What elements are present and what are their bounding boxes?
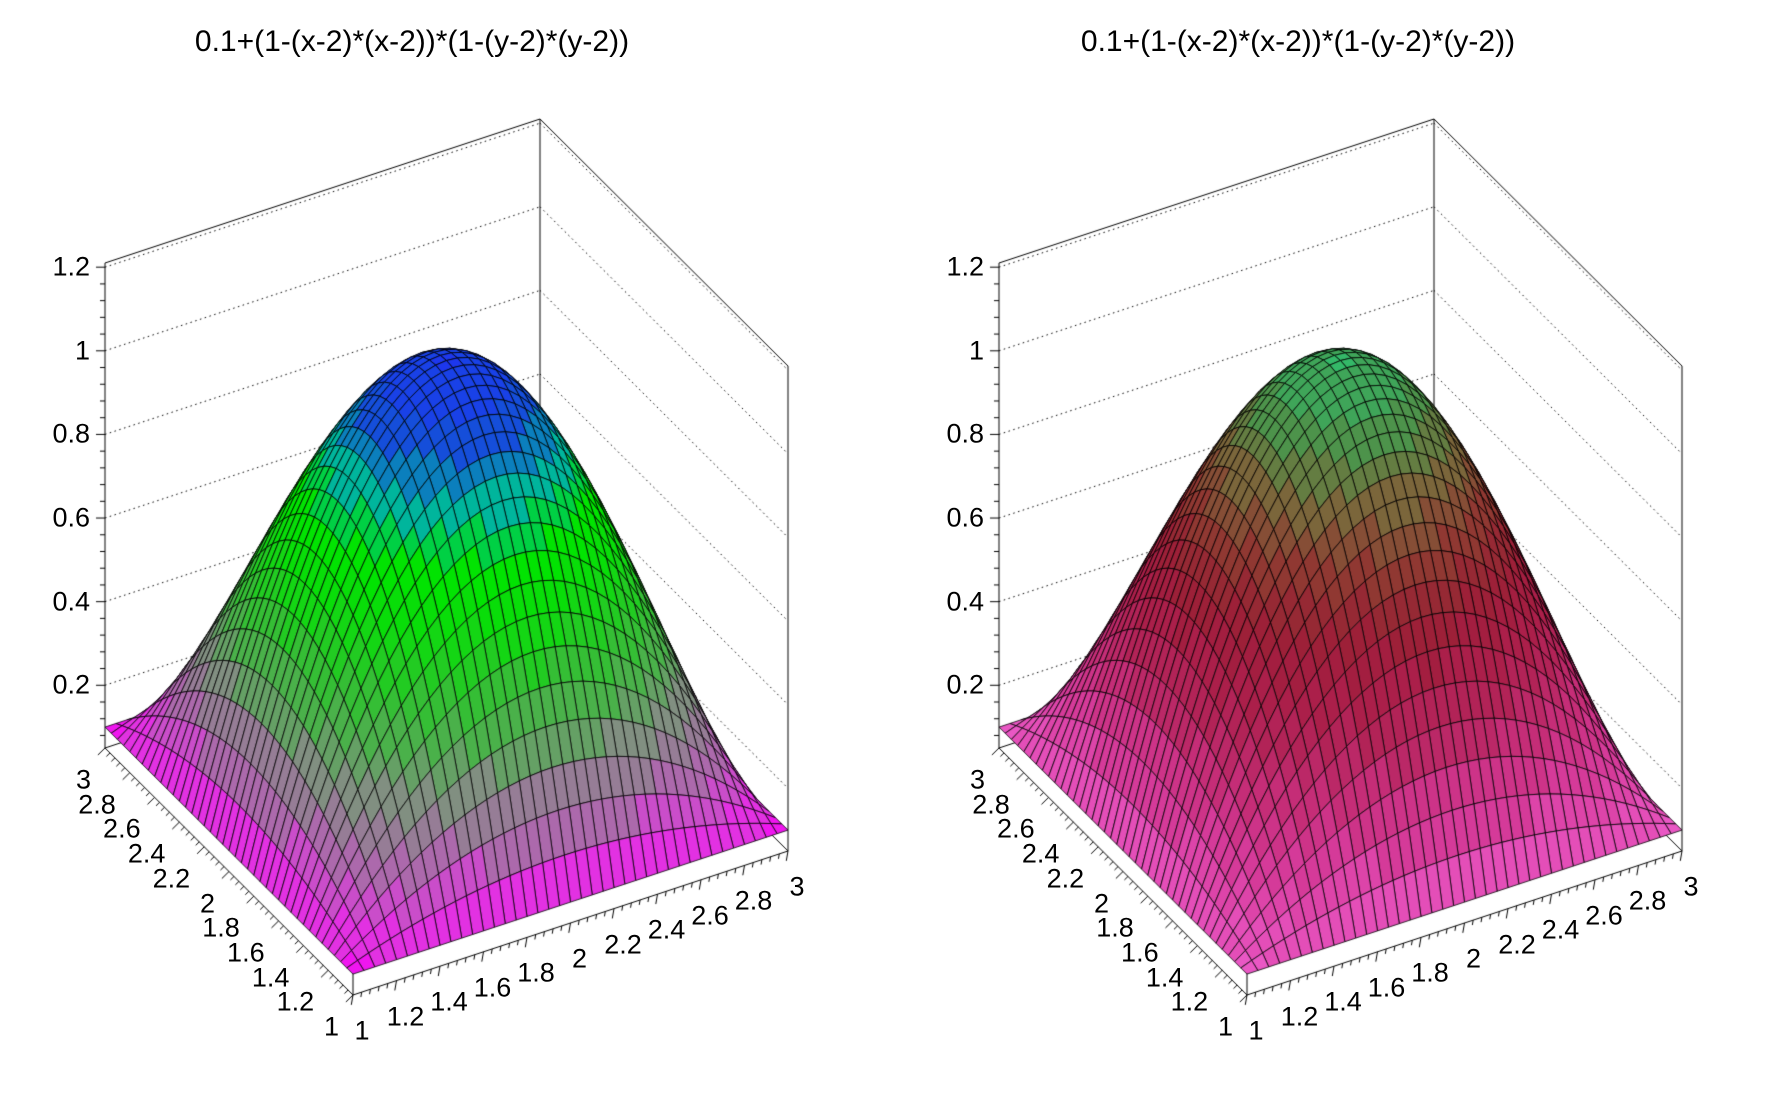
y-axis-tick-label: 2	[1093, 888, 1109, 918]
y-axis-tick-label: 1.8	[1096, 912, 1134, 943]
x-axis-tick-label: 1.2	[1280, 1001, 1319, 1032]
x-axis-tick-label: 1	[354, 1015, 370, 1046]
y-axis-tick-label: 1.4	[1145, 962, 1184, 993]
y-axis-tick-label: 1.4	[251, 962, 290, 993]
z-axis-tick-label: 0.6	[946, 502, 984, 533]
left-plot-title: 0.1+(1-(x-2)*(x-2))*(1-(y-2)*(y-2))	[194, 25, 630, 58]
x-axis-tick-label: 2.2	[1498, 929, 1536, 960]
y-axis-tick-label: 2.6	[103, 813, 141, 844]
y-axis-tick-label: 3	[969, 764, 985, 795]
x-axis-tick-label: 1	[1248, 1015, 1264, 1046]
right-plot-title: 0.1+(1-(x-2)*(x-2))*(1-(y-2)*(y-2))	[1080, 25, 1516, 58]
y-axis-tick-label: 2	[199, 888, 215, 918]
x-axis-tick-label: 1.6	[473, 972, 512, 1003]
x-axis-tick-label: 2.6	[1585, 900, 1623, 931]
z-axis-tick-label: 0.2	[52, 669, 90, 700]
x-axis-tick-label: 2.4	[647, 914, 686, 945]
y-axis-tick-label: 1.2	[1170, 986, 1209, 1017]
y-axis-tick-label: 1.6	[1121, 937, 1159, 968]
x-axis-tick-label: 2.8	[1628, 885, 1667, 916]
z-axis-tick-label: 1.2	[52, 251, 90, 282]
x-axis-tick-label: 1.8	[1411, 957, 1449, 988]
x-axis-tick-label: 2	[571, 943, 588, 974]
y-axis-tick-label: 2.8	[78, 789, 116, 820]
x-axis-tick-label: 2	[1465, 943, 1482, 974]
x-axis-tick-label: 2.8	[734, 885, 773, 916]
z-axis-tick-label: 0.8	[946, 418, 984, 449]
x-axis-tick-label: 1.4	[1324, 986, 1362, 1017]
y-axis-tick-label: 2.8	[972, 789, 1010, 820]
y-axis-tick-label: 1.8	[202, 912, 240, 943]
z-axis-tick-label: 1.2	[946, 251, 984, 282]
y-axis-tick-label: 2.2	[1046, 863, 1085, 894]
x-axis-tick-label: 2.4	[1541, 914, 1580, 945]
z-axis-tick-label: 0.4	[52, 586, 90, 617]
x-axis-tick-label: 1.6	[1367, 972, 1406, 1003]
x-axis-tick-label: 2.2	[604, 929, 642, 960]
y-axis-tick-label: 3	[75, 764, 91, 795]
x-axis-tick-label: 2.6	[691, 900, 729, 931]
z-axis-tick-label: 0.6	[52, 502, 90, 533]
y-axis-tick-label: 1.2	[276, 986, 315, 1017]
y-axis-tick-label: 2.6	[997, 813, 1035, 844]
y-axis-tick-label: 2.4	[127, 838, 166, 869]
y-axis-tick-label: 1.6	[227, 937, 265, 968]
x-axis-tick-label: 1.8	[517, 957, 555, 988]
y-axis-tick-label: 1	[323, 1011, 339, 1042]
y-axis-tick-label: 2.2	[152, 863, 191, 894]
x-axis-tick-label: 1.4	[430, 986, 468, 1017]
x-axis-tick-label: 3	[789, 871, 805, 902]
z-axis-tick-label: 0.8	[52, 418, 90, 449]
z-axis-tick-label: 0.4	[946, 586, 984, 617]
x-axis-tick-label: 3	[1683, 871, 1699, 902]
z-axis-tick-label: 1	[968, 335, 984, 366]
y-axis-tick-label: 2.4	[1021, 838, 1060, 869]
y-axis-tick-label: 1	[1217, 1011, 1233, 1042]
x-axis-tick-label: 1.2	[386, 1001, 425, 1032]
z-axis-tick-label: 1	[74, 335, 90, 366]
z-axis-tick-label: 0.2	[946, 669, 984, 700]
